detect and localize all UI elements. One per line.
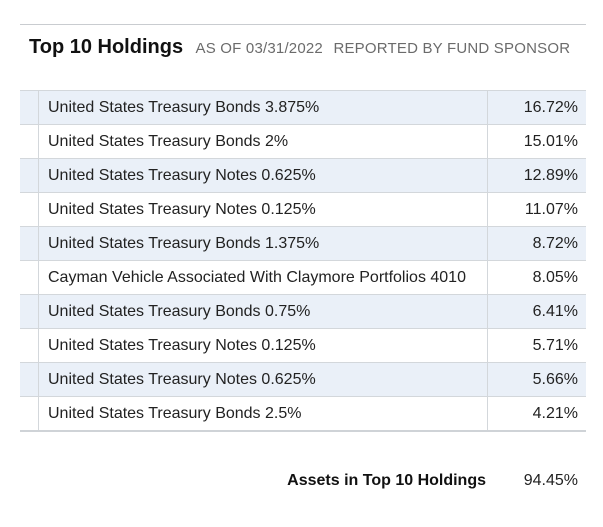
reported-by-note: REPORTED BY FUND SPONSOR — [333, 40, 571, 57]
top-divider — [20, 24, 586, 25]
table-row: United States Treasury Notes 0.625% 5.66… — [20, 362, 586, 397]
holding-name: United States Treasury Bonds 2% — [48, 133, 289, 150]
holdings-header: Top 10 Holdings AS OF 03/31/2022 REPORTE… — [29, 36, 589, 60]
holdings-summary: Assets in Top 10 Holdings 94.45% — [20, 472, 586, 494]
holding-weight: 4.21% — [487, 396, 586, 431]
holding-weight: 16.72% — [487, 90, 586, 125]
summary-value: 94.45% — [523, 472, 578, 489]
row-indent — [20, 192, 39, 227]
row-indent — [20, 226, 39, 261]
holding-name: United States Treasury Bonds 2.5% — [48, 405, 302, 422]
table-row: United States Treasury Bonds 3.875% 16.7… — [20, 90, 586, 125]
holding-weight: 8.05% — [487, 260, 586, 295]
holding-name: United States Treasury Bonds 3.875% — [48, 99, 320, 116]
table-row: United States Treasury Bonds 1.375% 8.72… — [20, 226, 586, 261]
row-indent — [20, 158, 39, 193]
table-row: United States Treasury Notes 0.125% 5.71… — [20, 328, 586, 363]
holding-weight: 5.66% — [487, 362, 586, 397]
holding-name: United States Treasury Notes 0.625% — [48, 167, 316, 184]
row-indent — [20, 124, 39, 159]
table-row: United States Treasury Bonds 0.75% 6.41% — [20, 294, 586, 329]
holding-name: United States Treasury Notes 0.125% — [48, 337, 316, 354]
holding-weight: 11.07% — [487, 192, 586, 227]
row-indent — [20, 294, 39, 329]
holding-weight: 5.71% — [487, 328, 586, 363]
table-row: United States Treasury Bonds 2% 15.01% — [20, 124, 586, 159]
row-indent — [20, 260, 39, 295]
holding-name: United States Treasury Bonds 1.375% — [48, 235, 320, 252]
holding-weight: 12.89% — [487, 158, 586, 193]
holding-name: Cayman Vehicle Associated With Claymore … — [48, 269, 466, 286]
row-indent — [20, 362, 39, 397]
row-indent — [20, 328, 39, 363]
section-title: Top 10 Holdings — [29, 36, 184, 58]
holding-name: United States Treasury Notes 0.125% — [48, 201, 316, 218]
holding-name: United States Treasury Bonds 0.75% — [48, 303, 311, 320]
holding-weight: 15.01% — [487, 124, 586, 159]
holding-name: United States Treasury Notes 0.625% — [48, 371, 316, 388]
table-row: United States Treasury Notes 0.625% 12.8… — [20, 158, 586, 193]
table-row: United States Treasury Bonds 2.5% 4.21% — [20, 396, 586, 431]
summary-label: Assets in Top 10 Holdings — [287, 472, 486, 489]
row-indent — [20, 90, 39, 125]
row-indent — [20, 396, 39, 431]
table-row: Cayman Vehicle Associated With Claymore … — [20, 260, 586, 295]
table-row: United States Treasury Notes 0.125% 11.0… — [20, 192, 586, 227]
holding-weight: 6.41% — [487, 294, 586, 329]
as-of-date: AS OF 03/31/2022 — [195, 40, 323, 57]
holding-weight: 8.72% — [487, 226, 586, 261]
holdings-table: United States Treasury Bonds 3.875% 16.7… — [20, 90, 586, 432]
